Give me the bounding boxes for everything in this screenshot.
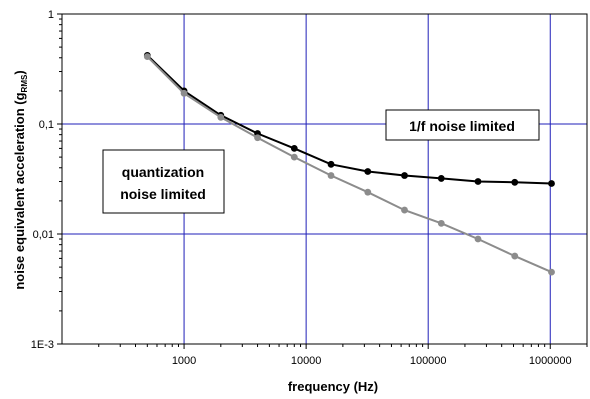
- annotation-1f: 1/f noise limited: [385, 109, 540, 141]
- y-ticks: 1E-3 0,01 0,1 1: [31, 9, 62, 351]
- series-1-point: [401, 172, 408, 179]
- series-2-point: [290, 153, 298, 161]
- annotation-quantization: quantization noise limited: [102, 149, 225, 214]
- series-1-point: [437, 175, 445, 182]
- series-line-2: [146, 55, 552, 274]
- series-1-point: [364, 168, 372, 175]
- y-axis-label-sub: RMS: [20, 74, 29, 92]
- y-tick-label: 0,1: [39, 119, 54, 131]
- series-1-point: [327, 160, 335, 168]
- series-1-point: [548, 180, 555, 187]
- series-layer: [143, 52, 555, 276]
- y-axis-label-end: ): [12, 70, 27, 74]
- x-tick-label: 10000: [291, 355, 322, 367]
- series-2-point: [511, 252, 519, 260]
- x-tick-label: 1000000: [529, 355, 572, 367]
- annotation-quantization-line1: quantization: [122, 164, 204, 180]
- annotation-quantization-box: [102, 149, 225, 214]
- series-2-point: [180, 89, 188, 97]
- annotation-1f-label: 1/f noise limited: [409, 118, 515, 134]
- annotation-1f-box: [385, 109, 540, 141]
- y-axis-label: noise equivalent acceleration (gRMS): [12, 70, 29, 289]
- annotation-quantization-line2: noise limited: [120, 186, 206, 202]
- x-ticks: 1000 10000 100000 1000000: [98, 344, 588, 367]
- x-tick-label: 1000: [172, 355, 196, 367]
- plot-frame: [61, 13, 588, 345]
- series-2-point: [143, 53, 151, 60]
- series-2-point: [364, 188, 372, 196]
- series-2-point: [437, 219, 445, 227]
- series-2-point: [474, 235, 482, 243]
- x-tick-label: 100000: [410, 355, 447, 367]
- series-2-point: [217, 113, 225, 121]
- series-1-point: [511, 178, 519, 186]
- series-line-1: [146, 54, 552, 185]
- y-tick-label: 0,01: [33, 229, 54, 241]
- series-2-point: [548, 268, 555, 276]
- y-tick-label: 1: [48, 9, 54, 21]
- series-1-point: [474, 178, 482, 185]
- series-1-point: [290, 145, 298, 152]
- x-axis-label: frequency (Hz): [288, 379, 378, 394]
- y-tick-label: 1E-3: [31, 339, 54, 351]
- series-2-point: [254, 134, 261, 142]
- series-2-point: [327, 172, 335, 179]
- y-axis-label-main: noise equivalent acceleration (g: [12, 92, 27, 289]
- series-2-point: [401, 206, 408, 214]
